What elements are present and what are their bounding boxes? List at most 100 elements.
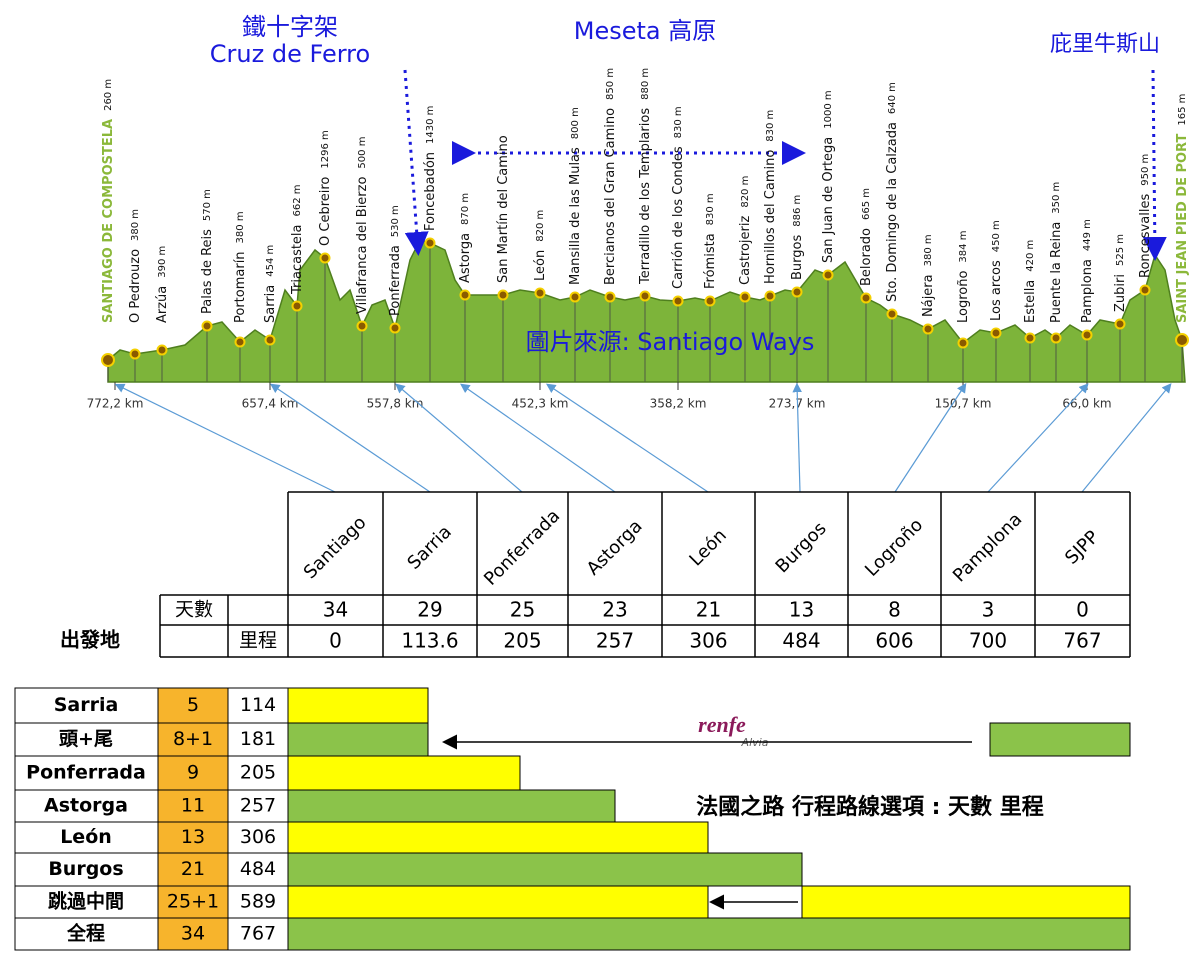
days-cell: [157, 755, 229, 791]
town-elevation: 886 m: [792, 195, 803, 227]
option-km: 205: [240, 762, 276, 784]
town-marker: [201, 320, 213, 332]
distance-cell: 606: [875, 629, 913, 653]
town-marker: [356, 320, 368, 332]
town-name: O Cebreiro: [318, 177, 333, 246]
route-bar: [287, 852, 803, 887]
town-label: Puente la Reina 350 m: [1049, 182, 1064, 323]
days-cell: [157, 687, 229, 724]
km-label: 150,7 km: [935, 397, 992, 411]
option-km: 181: [240, 728, 276, 750]
annotation: Meseta 高原: [574, 17, 717, 45]
option-days: 21: [181, 858, 205, 880]
column-header: Pamplona: [949, 509, 1026, 586]
row-label: 出發地: [60, 628, 120, 652]
town-marker: [1024, 332, 1036, 344]
town-marker: [886, 308, 898, 320]
town-marker: [990, 327, 1002, 339]
row-label: 里程: [239, 630, 277, 652]
distance-cell: 257: [596, 629, 634, 653]
town-elevation: 800 m: [570, 107, 581, 139]
town-marker: [1139, 284, 1151, 296]
option-name: Sarria: [54, 694, 119, 716]
town-label: Ponferrada 530 m: [388, 205, 403, 316]
town-marker: [424, 237, 436, 249]
town-elevation: 449 m: [1082, 219, 1093, 251]
route-bar: [287, 755, 521, 791]
days-cell: [157, 917, 229, 951]
option-days: 5: [187, 694, 199, 716]
town-elevation: 662 m: [292, 184, 303, 216]
town-marker: [704, 295, 716, 307]
town-name: Los arcos: [989, 260, 1004, 321]
km-label: 66,0 km: [1062, 397, 1111, 411]
town-elevation: 380 m: [235, 211, 246, 243]
distance-cell: 700: [969, 629, 1007, 653]
town-elevation: 260 m: [103, 79, 114, 111]
option-days: 25+1: [167, 891, 219, 913]
town-marker: [1081, 329, 1093, 341]
town-name: Foncebadón: [423, 152, 438, 231]
km-label: 452,3 km: [512, 397, 569, 411]
pyrenees-arrow: [1142, 69, 1167, 261]
town-name: SANTIAGO DE COMPOSTELA: [101, 119, 116, 323]
town-label: Foncebadón 1430 m: [423, 106, 438, 231]
town-label: León 820 m: [533, 210, 548, 281]
town-elevation: 820 m: [535, 210, 546, 242]
km-cell: [227, 917, 289, 951]
town-elevation: 384 m: [958, 231, 969, 263]
town-name: Pamplona: [1080, 259, 1095, 323]
town-name: Portomarín: [233, 251, 248, 323]
km-cell: [227, 722, 289, 757]
town-elevation: 1430 m: [425, 106, 436, 144]
distance-cell: 767: [1063, 629, 1101, 653]
option-name: Ponferrada: [26, 762, 146, 784]
town-marker: [129, 348, 141, 360]
town-marker: [234, 336, 246, 348]
option-name: Astorga: [44, 795, 128, 817]
days-cell: 29: [417, 598, 442, 622]
town-marker: [791, 286, 803, 298]
town-label: Sarria 454 m: [263, 245, 278, 323]
option-name: 跳過中間: [48, 890, 124, 913]
name-cell: [14, 917, 159, 951]
town-marker: [389, 322, 401, 334]
town-marker: [319, 252, 331, 264]
town-marker: [639, 290, 651, 302]
town-marker: [1175, 333, 1189, 347]
town-elevation: 1000 m: [823, 90, 834, 128]
town-label: Castrojeriz 820 m: [738, 176, 753, 285]
option-km: 484: [240, 858, 276, 880]
route-bar: [287, 821, 709, 854]
connector: [114, 383, 336, 493]
town-name: Roncesvalles: [1138, 194, 1153, 278]
town-label: San Juan de Ortega 1000 m: [821, 90, 836, 263]
town-elevation: 570 m: [202, 189, 213, 221]
town-name: Mansilla de las Mulas: [568, 147, 583, 285]
column-header: Logroño: [861, 515, 927, 581]
town-elevation: 525 m: [1115, 234, 1126, 266]
town-label: Triacastela 662 m: [290, 184, 305, 295]
km-label: 657,4 km: [242, 397, 299, 411]
town-elevation: 454 m: [265, 245, 276, 277]
connector: [987, 383, 1089, 493]
town-name: Castrojeriz: [738, 216, 753, 285]
distance-cell: 205: [503, 629, 541, 653]
town-elevation: 850 m: [605, 68, 616, 100]
column-header: Burgos: [772, 518, 831, 577]
town-label: Villafranca del Bierzo 500 m: [355, 137, 370, 314]
town-name: Palas de Reis: [200, 229, 215, 314]
town-label: Arzúa 390 m: [155, 246, 170, 323]
km-cell: [227, 821, 289, 854]
town-marker: [764, 290, 776, 302]
town-marker: [860, 292, 872, 304]
option-name: 全程: [66, 922, 105, 945]
days-cell: [157, 885, 229, 919]
town-name: Carrión de los Condes: [671, 146, 686, 289]
name-cell: [14, 885, 159, 919]
town-name: SAINT JEAN PIED DE PORT: [1175, 134, 1190, 323]
town-label: Logroño 384 m: [956, 231, 971, 323]
name-cell: [14, 687, 159, 724]
town-marker: [922, 323, 934, 335]
